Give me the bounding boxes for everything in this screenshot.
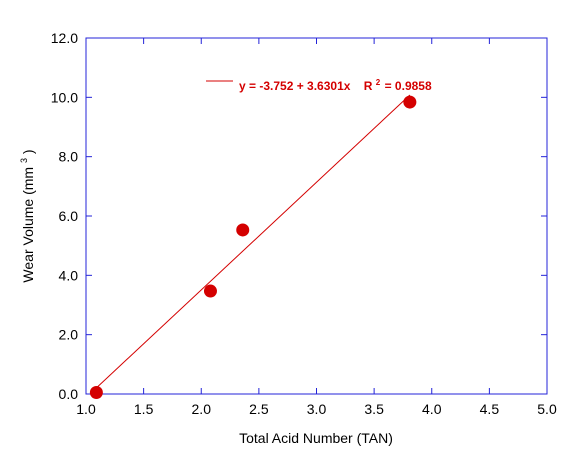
x-tick-label: 4.0 [422,401,442,417]
y-tick-label: 0.0 [59,386,79,402]
r-squared-label: R [364,79,373,93]
x-tick-label: 2.0 [192,401,212,417]
r-squared-value: = 0.9858 [385,79,432,93]
data-point [203,284,217,298]
x-tick-label: 1.0 [76,401,96,417]
equation-main: y = -3.752 + 3.6301x [239,79,351,93]
data-point [89,386,103,400]
legend: y = -3.752 + 3.6301x R 2 = 0.9858 [206,74,432,93]
data-points [89,95,417,400]
regression-line-group [96,94,411,389]
y-axis-title: Wear Volume (mm 3 ) [14,149,36,282]
y-tick-label: 4.0 [59,267,79,283]
x-tick-label: 3.5 [364,401,384,417]
x-axis-title: Total Acid Number (TAN) [239,430,393,446]
data-point [236,223,250,237]
y-tick-label: 10.0 [51,89,78,105]
data-point [403,95,417,109]
y-axis-title-close: ) [20,149,36,154]
y-axis-title-main: Wear Volume (mm [20,167,36,283]
axis-ticks [85,37,548,395]
x-tick-label: 5.0 [537,401,557,417]
y-tick-label: 2.0 [59,327,79,343]
x-tick-label: 3.0 [307,401,327,417]
x-tick-label: 4.5 [480,401,500,417]
legend-equation: y = -3.752 + 3.6301x R 2 = 0.9858 [239,74,432,93]
x-tick-label: 1.5 [134,401,154,417]
y-tick-label: 8.0 [59,149,79,165]
y-tick-label: 6.0 [59,208,79,224]
y-tick-label: 12.0 [51,30,78,46]
r-squared-superscript: 2 [376,78,381,87]
y-axis-title-superscript: 3 [19,158,29,163]
regression-line [96,94,411,389]
tick-labels: 1.0 1.5 2.0 2.5 3.0 3.5 4.0 4.5 5.0 0.0 2.0 4.0 6.0 8… [51,30,557,417]
x-tick-label: 2.5 [249,401,269,417]
